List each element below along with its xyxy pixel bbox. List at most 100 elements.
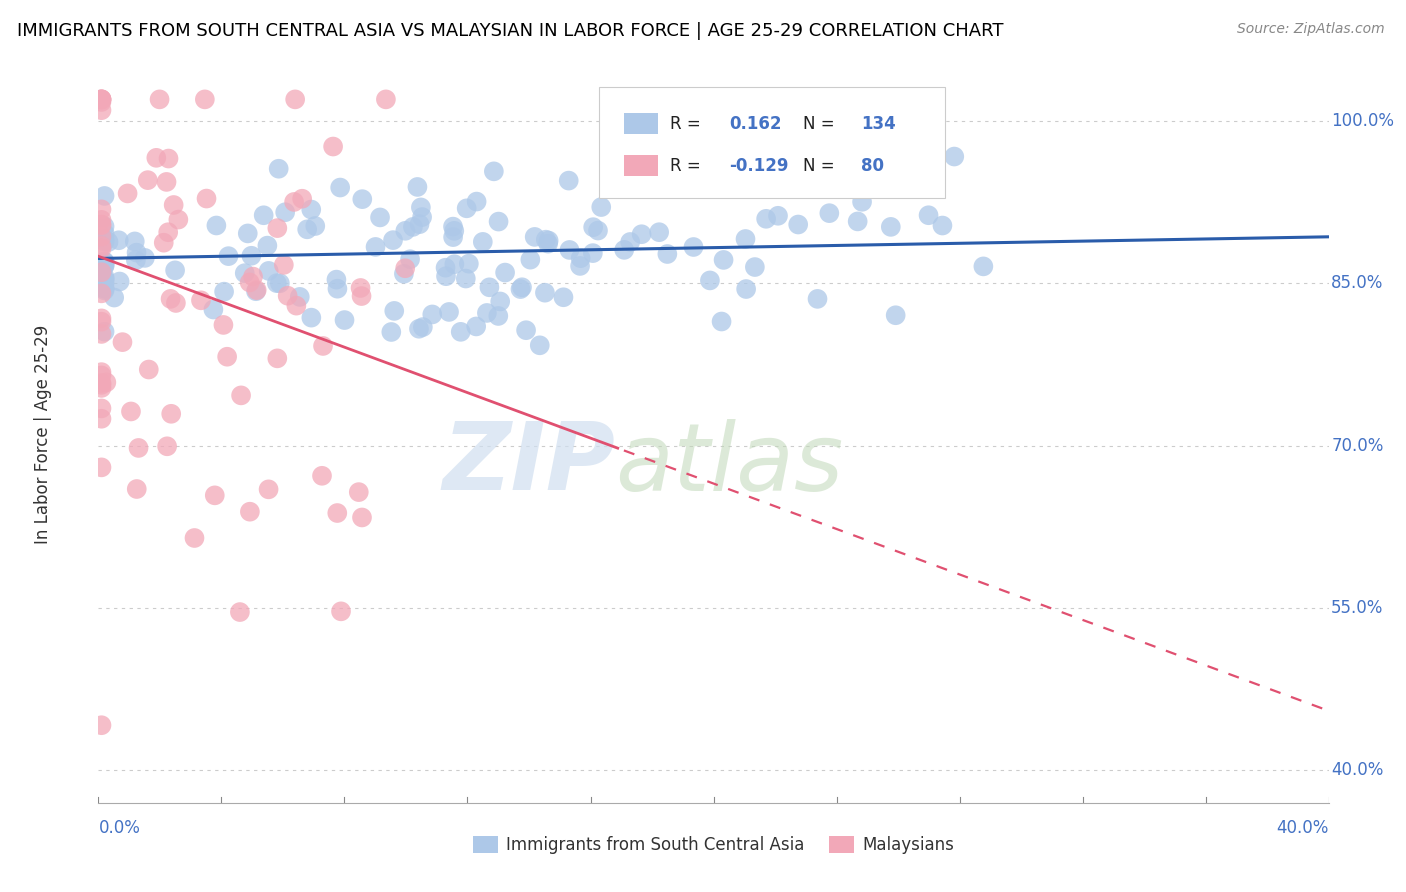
Point [382,304,405,318]
Point [972,260,994,274]
Point [402,219,425,234]
Point [582,246,605,260]
Point [326,506,349,520]
Point [93,259,115,273]
Point [93,254,115,268]
Point [408,322,430,336]
Point [157,152,180,166]
Point [515,323,537,337]
Point [755,211,778,226]
Point [558,243,581,257]
Point [434,260,457,275]
Point [350,289,373,303]
Point [90,326,112,341]
Point [90,92,112,106]
Point [434,269,457,284]
Text: ZIP: ZIP [443,418,616,510]
Point [399,252,422,267]
Point [368,211,391,225]
Point [846,214,869,228]
FancyBboxPatch shape [599,87,945,198]
Point [283,194,305,209]
Point [471,235,494,249]
Point [475,306,498,320]
Point [509,282,531,296]
Text: 40.0%: 40.0% [1331,762,1384,780]
Point [163,198,186,212]
Text: R =: R = [671,156,706,175]
Point [714,180,737,194]
Point [90,368,112,383]
Point [90,365,112,379]
Point [204,488,226,502]
Point [128,441,150,455]
Point [90,103,112,118]
Point [437,305,460,319]
Point [120,404,142,418]
Point [806,292,828,306]
Point [134,251,156,265]
Point [291,192,314,206]
Text: IMMIGRANTS FROM SOUTH CENTRAL ASIA VS MALAYSIAN IN LABOR FORCE | AGE 25-29 CORRE: IMMIGRANTS FROM SOUTH CENTRAL ASIA VS MA… [17,22,1004,40]
Point [195,192,218,206]
Point [557,173,579,187]
Point [277,289,299,303]
Point [537,234,560,248]
Point [465,319,488,334]
Point [454,271,477,285]
Point [884,308,907,322]
Point [242,269,264,284]
Point [90,411,112,425]
Text: 0.162: 0.162 [730,114,782,133]
Text: 40.0%: 40.0% [1277,819,1329,837]
Point [90,315,112,329]
Point [329,180,352,194]
Point [364,240,387,254]
Point [486,309,509,323]
Point [245,284,267,298]
Point [713,252,735,267]
Point [96,376,118,390]
Point [534,233,557,247]
Point [744,260,766,274]
Point [93,189,115,203]
Point [93,219,115,234]
Point [111,335,134,350]
Point [374,92,396,106]
Point [90,229,112,244]
Point [443,257,465,271]
Point [569,259,592,273]
Point [735,282,758,296]
Text: atlas: atlas [616,418,844,510]
Point [93,284,115,298]
Text: Source: ZipAtlas.com: Source: ZipAtlas.com [1237,22,1385,37]
Point [380,325,402,339]
Point [240,249,263,263]
Text: N =: N = [803,156,841,175]
Text: -0.129: -0.129 [730,156,789,175]
Point [478,280,501,294]
Point [284,92,307,106]
Point [125,245,148,260]
Point [90,92,112,106]
Point [90,377,112,392]
Point [212,318,235,332]
Point [93,235,115,249]
Point [93,277,115,291]
Point [108,275,131,289]
Point [90,460,112,475]
Point [160,407,183,421]
Point [93,282,115,296]
Point [165,263,187,277]
Point [488,214,510,228]
Point [90,212,112,227]
Text: 55.0%: 55.0% [1331,599,1384,617]
Point [159,292,181,306]
Point [441,230,464,244]
Legend: Immigrants from South Central Asia, Malaysians: Immigrants from South Central Asia, Mala… [465,830,962,861]
Point [657,247,679,261]
Point [299,310,322,325]
Point [523,230,546,244]
Point [288,290,311,304]
Point [93,227,115,241]
